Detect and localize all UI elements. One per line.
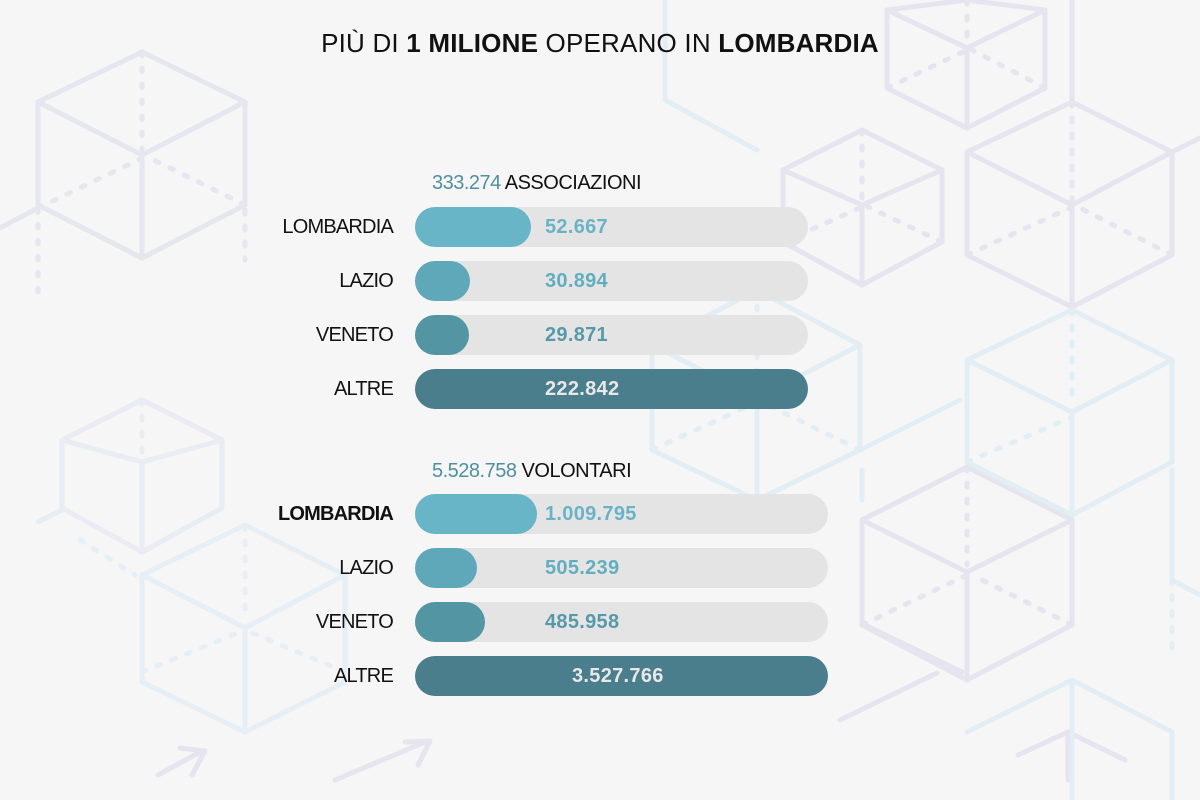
bar-value: 29.871 <box>545 324 608 346</box>
cube-icon <box>35 397 225 555</box>
total-associazioni: 333.274 <box>432 172 501 194</box>
cube-icon <box>0 49 248 303</box>
bar-row-associazioni-lombardia: LOMBARDIA 52.667 <box>282 207 808 247</box>
bar-fill <box>415 602 485 642</box>
bar-fill <box>415 369 808 409</box>
bar-value: 52.667 <box>545 216 608 238</box>
page-title: PIÙ DI 1 MILIONE OPERANO IN LOMBARDIA <box>0 28 1200 59</box>
section-header-associazioni: 333.274 ASSOCIAZIONI <box>432 172 642 195</box>
cube-icon <box>77 522 348 735</box>
region-label: LOMBARDIA <box>277 503 394 525</box>
bar-value: 30.894 <box>545 270 608 292</box>
total-volontari: 5.528.758 <box>432 460 517 482</box>
region-label: ALTRE <box>334 665 394 687</box>
bar-value: 485.958 <box>545 611 620 633</box>
region-label: VENETO <box>315 611 394 633</box>
bar-track <box>415 261 808 301</box>
title-part: PIÙ DI <box>321 28 407 58</box>
region-label: LAZIO <box>339 557 394 579</box>
bar-row-volontari-lombardia: LOMBARDIA 1.009.795 <box>278 494 828 534</box>
region-label: ALTRE <box>334 378 394 400</box>
bar-value: 1.009.795 <box>545 503 637 525</box>
region-label: VENETO <box>315 324 394 346</box>
unit-label: ASSOCIAZIONI <box>504 172 642 194</box>
bar-fill <box>415 207 531 247</box>
bar-value: 3.527.766 <box>572 665 664 687</box>
arrow-up-right-icon <box>155 738 433 783</box>
unit-label: VOLONTARI <box>521 460 632 482</box>
bar-value: 222.842 <box>545 378 620 400</box>
bar-track <box>415 548 828 588</box>
title-part: OPERANO IN <box>538 28 719 58</box>
bar-row-volontari-veneto: VENETO 485.958 <box>316 602 828 642</box>
bar-value: 505.239 <box>545 557 620 579</box>
region-label: LOMBARDIA <box>282 216 393 238</box>
bar-row-associazioni-veneto: VENETO 29.871 <box>316 315 808 355</box>
cube-icon <box>780 0 1200 783</box>
region-label: LAZIO <box>339 270 394 292</box>
title-highlight: LOMBARDIA <box>718 28 879 58</box>
bar-row-associazioni-altre: ALTRE 222.842 <box>334 369 808 409</box>
bar-row-volontari-altre: ALTRE 3.527.766 <box>334 656 828 696</box>
bar-row-volontari-lazio: LAZIO 505.239 <box>339 548 828 588</box>
bar-row-associazioni-lazio: LAZIO 30.894 <box>339 261 808 301</box>
bar-fill <box>415 494 537 534</box>
bar-track <box>415 315 808 355</box>
bar-fill <box>415 315 469 355</box>
section-header-volontari: 5.528.758 VOLONTARI <box>432 460 632 483</box>
bar-fill <box>415 656 828 696</box>
title-highlight: 1 MILIONE <box>406 28 539 58</box>
bar-fill <box>415 548 477 588</box>
bar-fill <box>415 261 470 301</box>
